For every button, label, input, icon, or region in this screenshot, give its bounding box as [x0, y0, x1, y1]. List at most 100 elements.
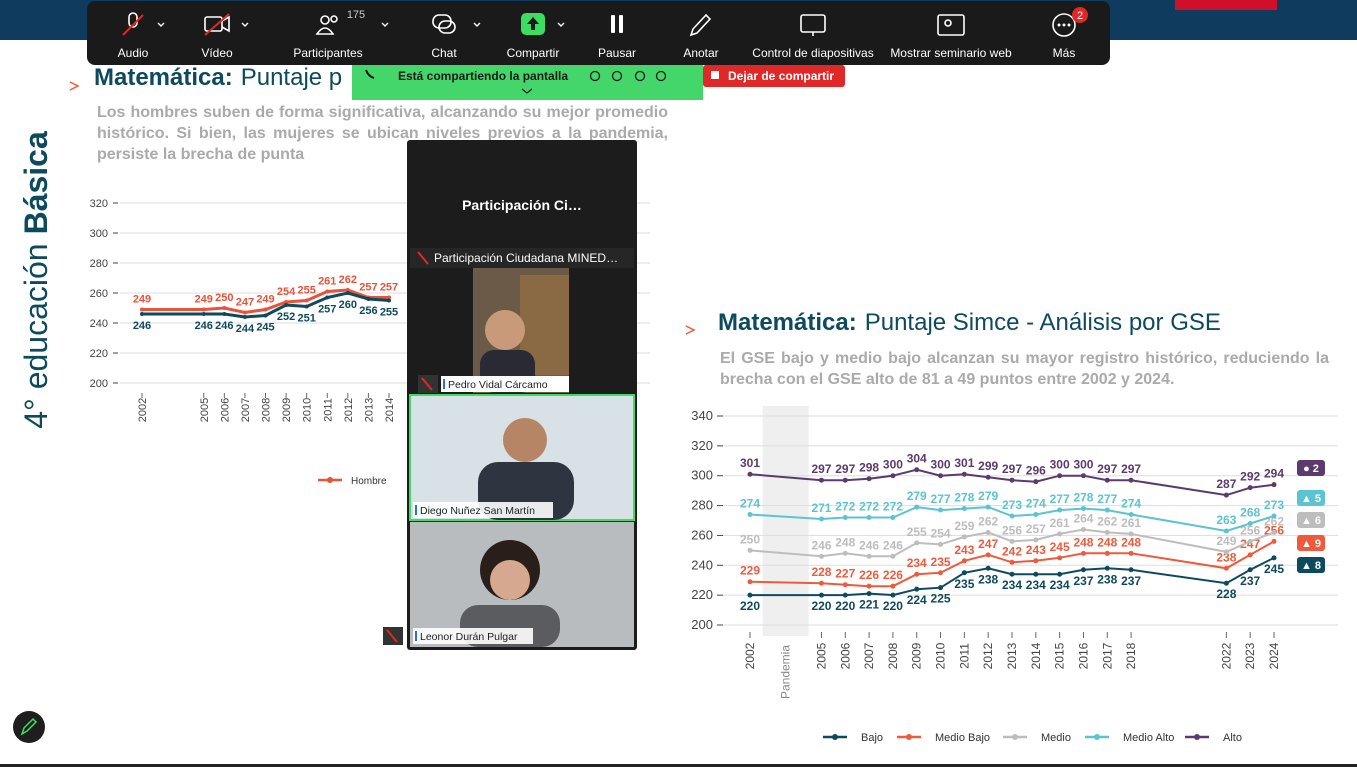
- data-label: 274: [740, 497, 760, 511]
- data-label: 301: [954, 456, 974, 470]
- point: [242, 315, 247, 319]
- point: [1247, 538, 1253, 544]
- data-label: 234: [1002, 578, 1022, 592]
- data-label: 273: [1002, 498, 1022, 512]
- data-label: 234: [1050, 578, 1070, 592]
- point: [818, 553, 824, 559]
- bullet: [69, 81, 80, 91]
- point: [1009, 559, 1015, 565]
- panel-title: Participación Ci…: [462, 197, 582, 213]
- point: [747, 579, 753, 585]
- data-label: 263: [1216, 513, 1236, 527]
- data-label: 262: [1097, 514, 1117, 528]
- data-label: 247: [978, 537, 998, 551]
- data-label: 250: [215, 292, 233, 304]
- data-label: 249: [133, 294, 151, 306]
- x-tick-label: 2006: [219, 398, 231, 422]
- point: [1223, 580, 1229, 586]
- point: [1128, 531, 1134, 537]
- point: [1033, 558, 1039, 564]
- toolbar-label: Mostrar seminario web: [890, 46, 1012, 60]
- legend-label: Medio: [1041, 732, 1071, 744]
- x-tick-label: 2010: [934, 642, 948, 669]
- data-label: 221: [859, 598, 879, 612]
- point: [842, 515, 848, 521]
- notification-badge: [1072, 7, 1088, 23]
- point: [1128, 512, 1134, 518]
- y-tick-label: 320: [90, 198, 108, 210]
- host-name: Participación Ciudadana MINED…: [434, 251, 618, 265]
- data-label: 246: [195, 320, 213, 332]
- data-label: 279: [978, 489, 998, 503]
- data-label: 248: [1121, 535, 1141, 549]
- point: [866, 583, 872, 589]
- point: [242, 310, 247, 315]
- point: [914, 540, 920, 546]
- data-label: 279: [907, 489, 927, 503]
- caret: [157, 22, 165, 27]
- point: [747, 547, 753, 553]
- series-line: [749, 506, 1275, 533]
- x-tick-label: 2002: [743, 642, 757, 669]
- data-label: 220: [883, 599, 903, 613]
- point: [345, 288, 350, 292]
- data-label: 244: [236, 323, 255, 335]
- share-icon: [365, 69, 375, 79]
- data-label: 300: [1050, 458, 1070, 472]
- point: [1033, 537, 1039, 543]
- toolbar-label: Vídeo: [201, 46, 233, 60]
- data-label: 224: [907, 593, 927, 607]
- point: [914, 571, 920, 577]
- icon: [1052, 13, 1076, 37]
- point: [140, 307, 144, 312]
- point: [866, 476, 872, 482]
- y-tick-label: 260: [691, 527, 713, 542]
- point: [842, 592, 848, 598]
- bottom-edge: [0, 764, 1357, 767]
- point: [222, 312, 227, 316]
- x-tick-label: 2008: [886, 642, 900, 669]
- point: [1104, 529, 1110, 535]
- share-icon: [655, 70, 667, 82]
- data-label: 273: [1264, 498, 1284, 512]
- data-label: 255: [907, 525, 927, 539]
- point: [1033, 571, 1039, 577]
- point: [1128, 567, 1134, 573]
- point: [284, 300, 289, 304]
- caret: [557, 22, 565, 27]
- point: [985, 552, 991, 558]
- toolbar-label: Audio: [118, 46, 149, 60]
- data-label: 297: [1121, 462, 1141, 476]
- y-tick-label: 300: [90, 228, 108, 240]
- data-label: 260: [339, 299, 357, 311]
- legend-label: Hombre: [351, 476, 387, 487]
- point: [747, 512, 753, 518]
- stop-share-button[interactable]: [703, 65, 845, 87]
- x-tick-label: 2012: [343, 398, 355, 422]
- data-label: 248: [1073, 535, 1093, 549]
- data-label: 251: [297, 313, 315, 325]
- x-tick-label: 2011: [957, 643, 971, 669]
- top-strip-accent: [1175, 0, 1277, 10]
- point: [263, 307, 268, 312]
- point: [1009, 477, 1015, 483]
- point: [747, 592, 753, 598]
- point: [985, 504, 991, 510]
- point: [938, 541, 944, 547]
- point: [345, 291, 350, 295]
- data-label: 272: [859, 500, 879, 514]
- data-label: 300: [931, 458, 951, 472]
- legend-dot: [1094, 734, 1100, 740]
- point: [890, 515, 896, 521]
- side-title-light: 4° educación: [18, 243, 54, 428]
- data-label: 294: [1264, 467, 1284, 481]
- point: [938, 507, 944, 513]
- data-label: 297: [1097, 462, 1117, 476]
- data-label: 248: [835, 535, 855, 549]
- x-tick-label: 2008: [261, 398, 273, 422]
- x-tick-label: 2016: [1076, 642, 1090, 669]
- legend-label: Medio Alto: [1123, 732, 1174, 744]
- icon: [689, 13, 712, 37]
- x-tick-label: 2006: [838, 642, 852, 669]
